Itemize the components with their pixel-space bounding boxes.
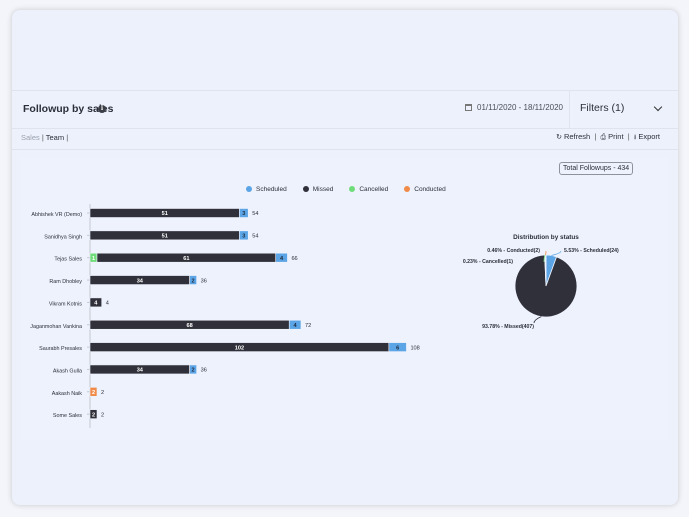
legend-dot <box>246 186 252 192</box>
chart-actions: ↻ Refresh | ⎙ Print | ⭳ Export <box>556 132 660 144</box>
legend-item-conducted[interactable]: Conducted <box>404 186 446 193</box>
download-icon: ⭳ <box>633 134 637 141</box>
legend-label: Conducted <box>414 186 446 193</box>
tab-team[interactable]: Team <box>45 133 65 142</box>
chart-area <box>21 158 668 440</box>
print-icon: ⎙ <box>600 134 607 141</box>
legend-item-cancelled[interactable]: Cancelled <box>349 186 388 193</box>
legend-label: Missed <box>312 186 334 193</box>
print-label: Print <box>608 132 624 141</box>
total-followups-badge: Total Followups - 434 <box>559 162 634 175</box>
action-separator: | <box>594 132 597 141</box>
tab-sales[interactable]: Sales <box>21 133 40 142</box>
legend-dot <box>404 186 411 192</box>
legend-label: Cancelled <box>359 186 389 193</box>
print-button[interactable]: ⎙ Print <box>601 132 624 141</box>
export-button[interactable]: ⭳ Export <box>634 132 660 141</box>
refresh-label: Refresh <box>563 132 591 141</box>
tab-separator: | <box>41 133 44 142</box>
divider <box>569 91 570 128</box>
card-header: Followup by sales i 01/11/2020 - 18/11/2… <box>12 90 678 129</box>
page-title: Followup by sales <box>23 103 114 115</box>
action-separator: | <box>627 132 630 141</box>
followup-card: Followup by sales i 01/11/2020 - 18/11/2… <box>12 10 678 505</box>
legend-item-missed[interactable]: Missed <box>302 186 334 193</box>
export-label: Export <box>638 132 660 141</box>
calendar-icon[interactable] <box>465 104 472 111</box>
date-range-picker[interactable]: 01/11/2020 - 18/11/2020 <box>477 103 563 112</box>
legend-item-scheduled[interactable]: Scheduled <box>246 186 287 193</box>
toolbar-row: Sales | Team | ↻ Refresh | ⎙ Print | ⭳ Expo… <box>12 127 678 150</box>
tab-separator: | <box>66 133 69 142</box>
info-icon[interactable]: i <box>98 105 106 113</box>
legend-dot <box>349 186 356 192</box>
refresh-icon: ↻ <box>556 134 562 141</box>
legend-label: Scheduled <box>256 186 287 193</box>
view-tabs: Sales | Team | <box>21 133 68 142</box>
chevron-down-icon[interactable] <box>653 102 663 112</box>
refresh-button[interactable]: ↻ Refresh <box>556 132 590 141</box>
legend-dot <box>302 186 309 192</box>
filters-button[interactable]: Filters (1) <box>580 102 625 114</box>
chart-legend: Scheduled Missed Cancelled Conducted <box>246 186 462 193</box>
